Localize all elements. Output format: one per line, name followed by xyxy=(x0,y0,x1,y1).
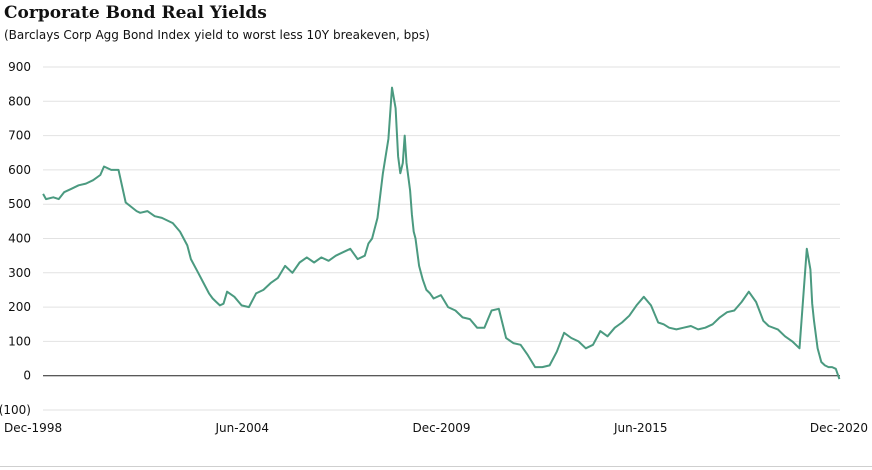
y-tick-label: 200 xyxy=(8,300,31,314)
y-tick-label: 0 xyxy=(23,369,31,383)
gridlines xyxy=(43,66,840,411)
y-tick-label: (100) xyxy=(0,403,31,417)
x-tick-label: Dec-2020 xyxy=(810,421,868,435)
y-tick-label: 500 xyxy=(8,197,31,211)
y-tick-label: 300 xyxy=(8,266,31,280)
chart-subtitle: (Barclays Corp Agg Bond Index yield to w… xyxy=(4,28,430,42)
y-tick-label: 700 xyxy=(8,129,31,143)
y-axis: 900 800 700 600 500 400 300 200 100 0 (100) xyxy=(0,60,31,417)
y-tick-label: 600 xyxy=(8,163,31,177)
x-tick-label: Dec-1998 xyxy=(4,421,62,435)
y-tick-label: 900 xyxy=(8,60,31,74)
y-tick-label: 800 xyxy=(8,94,31,108)
x-tick-label: Dec-2009 xyxy=(412,421,470,435)
series-line xyxy=(42,86,841,380)
x-tick-label: Jun-2004 xyxy=(214,421,269,435)
bottom-divider xyxy=(0,466,872,467)
chart-title: Corporate Bond Real Yields xyxy=(4,3,267,23)
y-tick-label: 400 xyxy=(8,232,31,246)
y-tick-label: 100 xyxy=(8,334,31,348)
x-tick-label: Jun-2015 xyxy=(613,421,668,435)
x-axis: Dec-1998 Jun-2004 Dec-2009 Jun-2015 Dec-2020 xyxy=(4,421,868,435)
